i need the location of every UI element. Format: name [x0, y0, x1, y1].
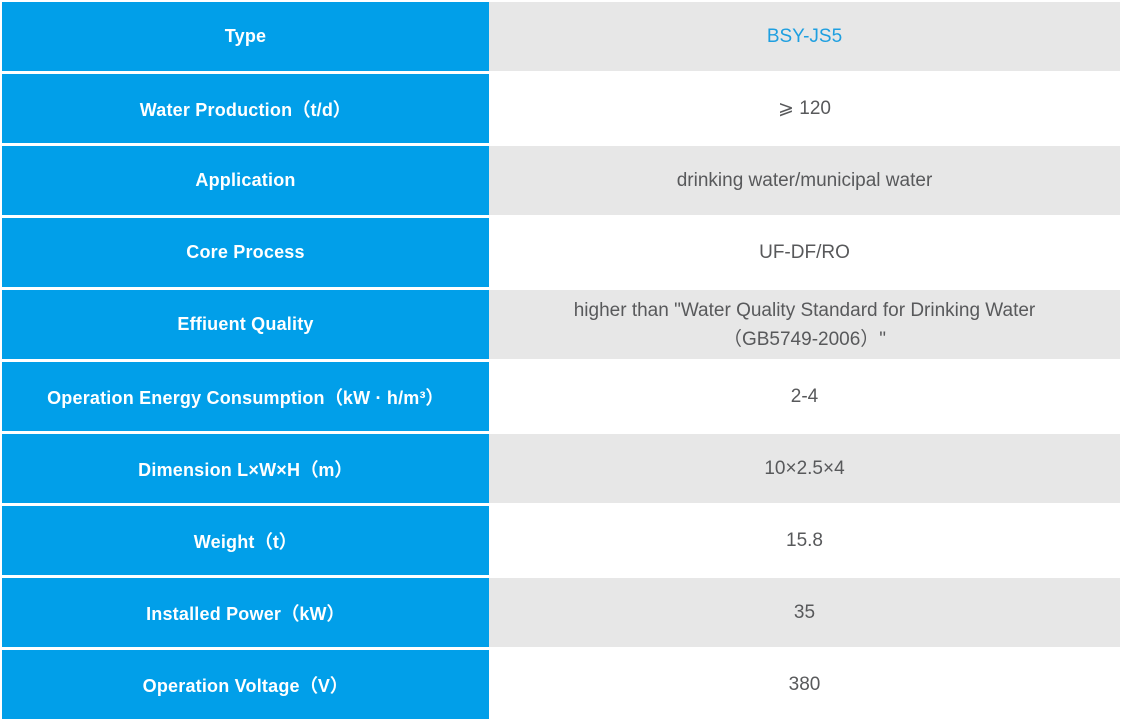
spec-value: 2-4 [790, 386, 819, 407]
spec-label-cell: Water Production（t/d） [2, 74, 489, 143]
spec-label: Effiuent Quality [177, 314, 314, 334]
spec-value: ⩾ 120 [778, 98, 831, 119]
spec-value-cell: BSY-JS5 [489, 2, 1120, 71]
spec-label-cell: Core Process [2, 218, 489, 287]
spec-value: 15.8 [786, 530, 823, 551]
table-row: Type BSY-JS5 [2, 2, 1120, 71]
spec-label: Dimension L×W×H（m） [138, 459, 353, 480]
table-row: Water Production（t/d） ⩾ 120 [2, 74, 1120, 143]
spec-value: 35 [793, 602, 816, 623]
spec-value: 10×2.5×4 [764, 458, 845, 479]
spec-label-cell: Weight（t） [2, 506, 489, 575]
spec-label: Core Process [186, 242, 305, 262]
spec-label-cell: Effiuent Quality [2, 290, 489, 359]
table-row: Core Process UF-DF/RO [2, 218, 1120, 287]
table-row: Operation Voltage（V） 380 [2, 650, 1120, 719]
spec-label-cell: Installed Power（kW） [2, 578, 489, 647]
spec-value-cell: 15.8 [489, 506, 1120, 575]
spec-value-cell: UF-DF/RO [489, 218, 1120, 287]
spec-value-cell: drinking water/municipal water [489, 146, 1120, 215]
spec-label: Application [195, 170, 296, 190]
spec-label: Installed Power（kW） [146, 603, 345, 624]
table-row: Installed Power（kW） 35 [2, 578, 1120, 647]
spec-label: Operation Energy Consumption（kW · h/m³） [47, 387, 444, 408]
spec-value-cell: 380 [489, 650, 1120, 719]
spec-value-cell: higher than "Water Quality Standard for … [489, 290, 1120, 359]
table-row: Effiuent Quality higher than "Water Qual… [2, 290, 1120, 359]
spec-value-cell: 2-4 [489, 362, 1120, 431]
table-row: Operation Energy Consumption（kW · h/m³） … [2, 362, 1120, 431]
spec-value: UF-DF/RO [759, 242, 850, 263]
table-row: Weight（t） 15.8 [2, 506, 1120, 575]
spec-value-cell: 35 [489, 578, 1120, 647]
spec-value: BSY-JS5 [766, 26, 843, 47]
spec-value: higher than "Water Quality Standard for … [573, 299, 1036, 350]
table-row: Application drinking water/municipal wat… [2, 146, 1120, 215]
table-row: Dimension L×W×H（m） 10×2.5×4 [2, 434, 1120, 503]
spec-label-cell: Dimension L×W×H（m） [2, 434, 489, 503]
spec-label-cell: Application [2, 146, 489, 215]
spec-label: Type [224, 26, 267, 46]
spec-label: Weight（t） [193, 531, 298, 552]
spec-label-cell: Operation Energy Consumption（kW · h/m³） [2, 362, 489, 431]
spec-label-cell: Type [2, 2, 489, 71]
spec-label: Water Production（t/d） [139, 99, 352, 120]
spec-label: Operation Voltage（V） [142, 675, 349, 696]
spec-value: 380 [788, 674, 821, 695]
spec-label-cell: Operation Voltage（V） [2, 650, 489, 719]
spec-value-cell: ⩾ 120 [489, 74, 1120, 143]
spec-value: drinking water/municipal water [676, 170, 933, 191]
spec-value-cell: 10×2.5×4 [489, 434, 1120, 503]
